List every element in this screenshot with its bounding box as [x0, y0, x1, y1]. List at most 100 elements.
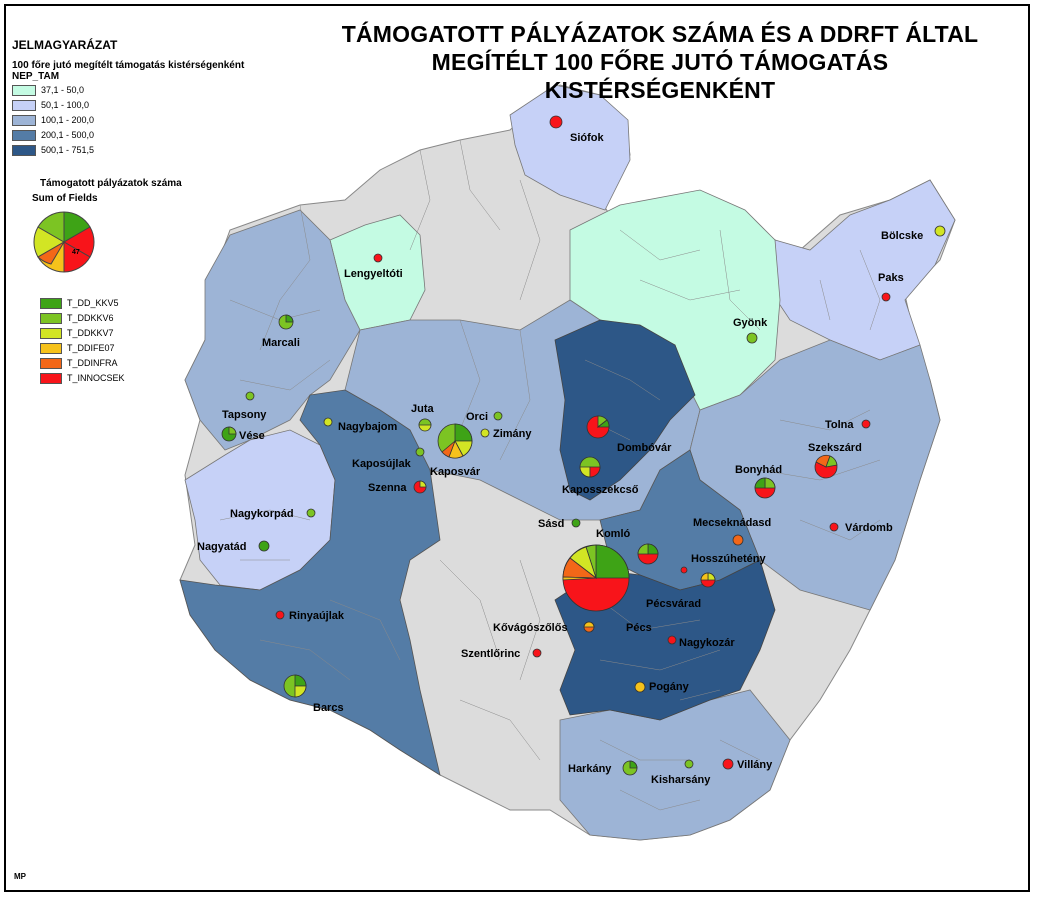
legend-class-2: 50,1 - 100,0: [12, 99, 312, 114]
label-marcali: Marcali: [262, 337, 300, 349]
cat-5-swatch: [40, 358, 62, 370]
label-lengyeltoti: Lengyeltóti: [344, 268, 403, 280]
legend-class-1-label: 37,1 - 50,0: [41, 85, 85, 95]
pie-villany: [722, 758, 734, 770]
pie-zimany: [480, 428, 490, 438]
pie-pogany: [634, 681, 646, 693]
label-orci: Orci: [466, 411, 488, 423]
pie-tolna: [861, 419, 871, 429]
pie-vardomb: [829, 522, 839, 532]
label-tolna: Tolna: [825, 419, 854, 431]
pie-gyonk: [746, 332, 758, 344]
label-villany: Villány: [737, 759, 773, 771]
label-komlo: Komló: [596, 528, 631, 540]
pie-vese: [221, 426, 237, 442]
label-siofok: Siófok: [570, 132, 604, 144]
city-labels: Siófok Bölcske Lengyeltóti Paks Marcali …: [197, 132, 923, 786]
pie-kovagoszolos: [583, 621, 595, 633]
label-nagybajom: Nagybajom: [338, 421, 398, 433]
map-title: TÁMOGATOTT PÁLYÁZATOK SZÁMA ÉS A DDRFT Á…: [330, 20, 990, 104]
cat-4-label: T_DDIFE07: [67, 343, 115, 354]
pie-paks: [881, 292, 891, 302]
legend-heading: JELMAGYARÁZAT: [12, 38, 118, 52]
pie-nagybajom: [323, 417, 333, 427]
legend-field: NEP_TAM: [12, 71, 60, 82]
label-pogany: Pogány: [649, 681, 690, 693]
pie-pecsvarad: [700, 572, 716, 588]
cat-5-label: T_DDINFRA: [67, 358, 118, 369]
legend-class-2-label: 50,1 - 100,0: [41, 100, 90, 110]
pie-bolcske: [934, 225, 946, 237]
pie-nagyatad: [258, 540, 270, 552]
label-harkany: Harkány: [568, 763, 612, 775]
signature: MP: [14, 872, 26, 881]
legend-class-3: 100,1 - 200,0: [12, 114, 312, 129]
legend-sample-pie: 47: [33, 211, 95, 273]
label-kaposvar: Kaposvár: [430, 466, 481, 478]
region-paks: [769, 179, 956, 361]
label-kovagoszolos: Kővágószőlős: [493, 622, 568, 634]
label-zimany: Zimány: [493, 428, 532, 440]
map-title-line2: MEGÍTÉLT 100 FŐRE JUTÓ TÁMOGATÁS KISTÉRS…: [431, 49, 889, 103]
swatch-class-2: [12, 100, 36, 111]
pie-kaposujlak: [415, 447, 425, 457]
pie-marcali: [278, 314, 294, 330]
cat-3-label: T_DDKKV7: [67, 328, 114, 339]
cat-6-label: T_INNOCSEK: [67, 373, 125, 384]
swatch-class-3: [12, 115, 36, 126]
cat-2: T_DDKKV6: [40, 312, 125, 327]
pie-sasd: [571, 518, 581, 528]
pie-dombovar: [586, 415, 610, 439]
cat-1-label: T_DD_KKV5: [67, 298, 119, 309]
legend-class-5-label: 500,1 - 751,5: [41, 145, 95, 155]
pie-bonyhad: [754, 477, 776, 499]
legend-pie-block: Támogatott pályázatok száma Sum of Field…: [32, 178, 182, 204]
label-pecsvarad: Pécsvárad: [646, 598, 701, 610]
cat-6: T_INNOCSEK: [40, 372, 125, 387]
legend-pie-sub: Sum of Fields: [32, 193, 98, 204]
swatch-class-4: [12, 130, 36, 141]
region-dombovar: [554, 319, 696, 501]
legend-class-3-label: 100,1 - 200,0: [41, 115, 95, 125]
pie-szekszard: [814, 454, 838, 479]
pie-tapsony: [245, 391, 255, 401]
cat-3-swatch: [40, 328, 62, 340]
label-nagykorpad: Nagykorpád: [230, 508, 294, 520]
label-vardomb: Várdomb: [845, 522, 893, 534]
swatch-class-5: [12, 145, 36, 156]
legend-pie-title: Támogatott pályázatok száma: [40, 178, 182, 189]
cat-1: T_DD_KKV5: [40, 297, 125, 312]
pie-szentlorinc: [532, 648, 542, 658]
label-pecs: Pécs: [626, 622, 652, 634]
pie-rinyaujlak: [275, 610, 285, 620]
label-kisharsany: Kisharsány: [651, 774, 711, 786]
cat-2-swatch: [40, 313, 62, 325]
cat-4-swatch: [40, 343, 62, 355]
pie-nagykozar: [667, 635, 677, 645]
legend-class-1: 37,1 - 50,0: [12, 84, 312, 99]
label-juta: Juta: [411, 403, 435, 415]
swatch-class-1: [12, 85, 36, 96]
label-szentlorinc: Szentlőrinc: [461, 648, 520, 660]
pie-pecs: [562, 544, 630, 612]
pie-barcs: [283, 674, 307, 698]
label-szenna: Szenna: [368, 482, 407, 494]
pie-lengyeltoti: [373, 253, 383, 263]
pie-szenna: [413, 480, 427, 494]
map-title-line1: TÁMOGATOTT PÁLYÁZATOK SZÁMA ÉS A DDRFT Á…: [341, 21, 979, 47]
pie-siofok: [549, 115, 563, 129]
pie-orci: [493, 411, 503, 421]
cat-5: T_DDINFRA: [40, 357, 125, 372]
pie-layer: [221, 115, 946, 776]
legend: JELMAGYARÁZAT 100 főre jutó megítélt tám…: [12, 38, 312, 159]
cat-3: T_DDKKV7: [40, 327, 125, 342]
label-kaposujlak: Kaposújlak: [352, 458, 412, 470]
legend-sample-pie-value: 47: [72, 249, 80, 256]
label-gyonk: Gyönk: [733, 317, 768, 329]
pie-kaposszekcso: [579, 456, 601, 478]
label-bolcske: Bölcske: [881, 230, 923, 242]
label-nagyatad: Nagyatád: [197, 541, 247, 553]
label-dombovar: Dombóvár: [617, 442, 672, 454]
label-szekszard: Szekszárd: [808, 442, 862, 454]
